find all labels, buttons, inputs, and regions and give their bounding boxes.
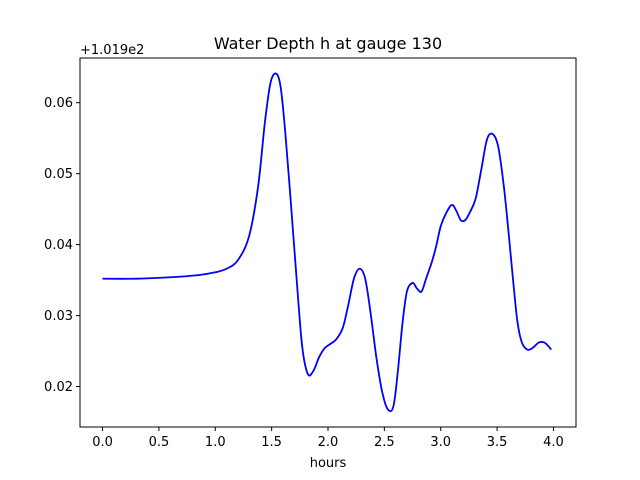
x-tick-label: 2.0 xyxy=(318,435,339,450)
y-tick-label: 0.04 xyxy=(44,238,73,253)
x-tick-label: 1.5 xyxy=(261,435,282,450)
x-axis-label: hours xyxy=(310,456,347,471)
x-tick-label: 0.5 xyxy=(149,435,170,450)
chart-title: Water Depth h at gauge 130 xyxy=(214,34,442,53)
x-tick-label: 1.0 xyxy=(205,435,226,450)
x-tick-label: 3.0 xyxy=(430,435,451,450)
x-tick-label: 0.0 xyxy=(92,435,113,450)
x-tick-label: 3.5 xyxy=(487,435,508,450)
x-tick-label: 4.0 xyxy=(543,435,564,450)
plot-area: 0.0 0.5 1.0 1.5 2.0 2.5 3.0 3.5 4.0 0.02 0.03 0.04 0… xyxy=(44,57,577,450)
y-tick-label: 0.03 xyxy=(44,309,73,324)
y-offset-label: +1.019e2 xyxy=(80,43,144,58)
x-tick-label: 2.5 xyxy=(374,435,395,450)
y-tick-label: 0.06 xyxy=(44,96,73,111)
y-tick-label: 0.02 xyxy=(44,380,73,395)
series-line-0 xyxy=(102,72,552,413)
y-tick-label: 0.05 xyxy=(44,167,73,182)
